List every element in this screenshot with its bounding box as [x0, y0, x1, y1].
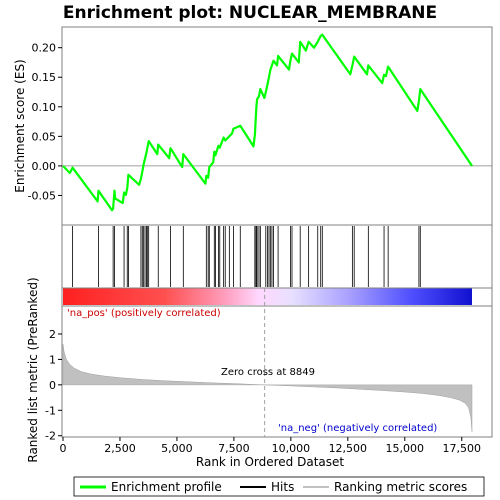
metric-panel-frame: [61, 305, 493, 438]
es-ytick-label: 0.20: [32, 42, 57, 55]
metric-ytick-label: 1: [49, 353, 56, 366]
es-ytick-label: 0.15: [32, 71, 57, 84]
hits-markers: [72, 226, 421, 287]
metric-ylabel: Ranked list metric (PreRanked): [26, 277, 40, 462]
neg-label: 'na_neg' (negatively correlated): [278, 423, 437, 434]
ranking-metric-scores: [62, 344, 473, 432]
es-ytick-label: 0.05: [32, 130, 57, 143]
metric-axis: -2 -1 0 1 2: [45, 328, 62, 443]
ranking-metric-area: [62, 344, 473, 432]
x-tick-label: 7,500: [218, 442, 250, 455]
legend-box: [73, 476, 485, 497]
legend-metric-label: Ranking metric scores: [334, 480, 467, 494]
rank-color-bar: [63, 288, 472, 305]
chart-title: Enrichment plot: NUCLEAR_MEMBRANE: [63, 3, 437, 23]
x-tick-label: 15,000: [386, 442, 425, 455]
metric-ytick-label: -2: [45, 430, 56, 443]
enrichment-profile-line: [62, 33, 473, 212]
es-ytick-label: 0.10: [32, 101, 57, 114]
es-ytick-label: -0.05: [28, 189, 56, 202]
metric-ytick-label: 0: [49, 379, 56, 392]
x-tick-label: 17,500: [442, 442, 481, 455]
x-tick-label: 0: [60, 442, 67, 455]
legend: Enrichment profile Hits Ranking metric s…: [73, 476, 485, 497]
metric-ytick-label: -1: [45, 404, 56, 417]
x-axis: 0 2,500 5,000 7,500 10,000 12,500 15,000 17,500: [60, 437, 481, 455]
es-ylabel: Enrichment score (ES): [13, 59, 27, 192]
legend-enrichment-label: Enrichment profile: [111, 480, 222, 494]
es-ytick-label: 0.00: [32, 160, 57, 173]
zero-cross-label: Zero cross at 8849: [221, 367, 315, 378]
x-tick-label: 10,000: [272, 442, 311, 455]
pos-label: 'na_pos' (positively correlated): [67, 308, 221, 319]
legend-hits-label: Hits: [271, 480, 294, 494]
es-axis: -0.05 0.00 0.05 0.10 0.15 0.20: [28, 42, 62, 202]
enrichment-profile: [62, 33, 473, 212]
hits-panel-frame: [61, 224, 493, 289]
metric-ytick-label: 2: [49, 328, 56, 341]
x-tick-label: 2,500: [104, 442, 136, 455]
x-tick-label: 12,500: [329, 442, 368, 455]
x-tick-label: 5,000: [161, 442, 193, 455]
x-axis-label: Rank in Ordered Dataset: [196, 455, 344, 469]
